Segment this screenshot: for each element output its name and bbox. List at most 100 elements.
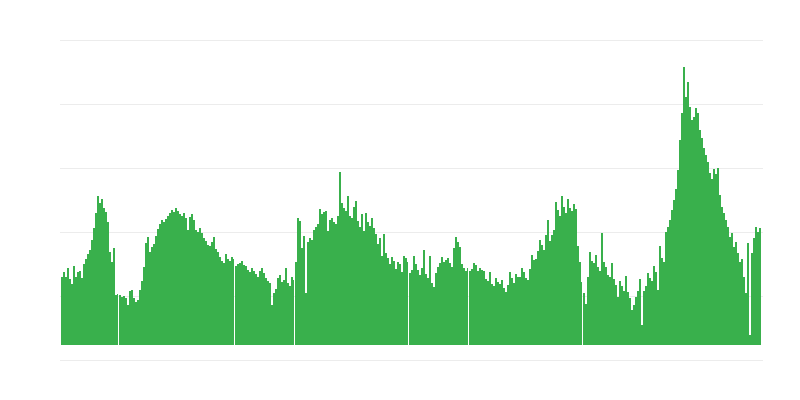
bar — [351, 218, 353, 345]
bar — [71, 284, 73, 345]
bar — [223, 263, 225, 345]
bar — [405, 258, 407, 345]
bar — [289, 286, 291, 345]
bar — [557, 210, 559, 345]
bar — [303, 236, 305, 345]
bar — [77, 272, 79, 345]
bar — [61, 277, 63, 345]
bar — [341, 203, 343, 345]
bar — [281, 282, 283, 345]
bar — [429, 256, 431, 345]
bar — [317, 224, 319, 345]
bar — [211, 242, 213, 345]
bar — [737, 253, 739, 345]
bar — [419, 275, 421, 345]
bar — [293, 280, 294, 345]
bar — [461, 264, 463, 345]
bar — [481, 270, 483, 345]
bar — [301, 248, 303, 345]
bar — [629, 298, 631, 345]
bar — [387, 258, 389, 345]
bar — [127, 305, 129, 345]
bar — [81, 278, 83, 345]
bar — [601, 233, 603, 345]
bar — [483, 271, 485, 345]
bar — [477, 271, 479, 345]
bar — [271, 305, 273, 345]
bar — [553, 230, 555, 345]
bar — [319, 209, 321, 345]
bar — [217, 252, 219, 345]
bar — [177, 211, 179, 345]
bar — [231, 257, 233, 345]
bar — [295, 262, 297, 345]
bar — [707, 162, 709, 345]
bar — [161, 220, 163, 345]
bar — [457, 242, 459, 345]
bar — [473, 263, 475, 345]
bar — [121, 297, 123, 345]
bar — [425, 274, 427, 345]
bar — [361, 214, 363, 345]
bar — [145, 243, 147, 345]
bar — [617, 297, 619, 345]
bar — [585, 304, 587, 345]
bar — [257, 277, 259, 345]
bar — [637, 291, 639, 345]
bar — [733, 247, 735, 345]
bar — [705, 155, 707, 345]
bar — [423, 250, 425, 345]
bar — [741, 259, 743, 345]
bar — [605, 267, 607, 345]
bar — [657, 290, 659, 345]
bar — [513, 283, 515, 345]
bar — [373, 228, 375, 345]
bar — [267, 281, 269, 345]
bar — [467, 268, 468, 345]
bar — [227, 259, 229, 345]
bar — [547, 220, 549, 345]
bar — [439, 263, 441, 345]
bar — [715, 174, 717, 345]
bar — [345, 211, 347, 345]
bar — [297, 218, 299, 345]
bar — [197, 232, 199, 345]
bar — [525, 278, 527, 345]
bar — [155, 236, 157, 345]
bar — [719, 195, 721, 345]
bar — [383, 234, 385, 345]
bar — [487, 281, 489, 345]
bar — [247, 270, 249, 345]
bar — [739, 262, 741, 345]
bar — [413, 256, 415, 345]
bar — [119, 295, 121, 345]
bar — [643, 291, 645, 345]
bar — [433, 287, 435, 345]
bar — [397, 262, 399, 345]
bar — [653, 266, 655, 345]
bar — [99, 203, 101, 345]
bar — [435, 273, 437, 345]
bar — [163, 222, 165, 345]
bar — [691, 120, 693, 345]
bar — [381, 256, 383, 345]
bar — [451, 267, 453, 345]
bar — [221, 261, 223, 345]
bar — [137, 300, 139, 345]
bar — [625, 276, 627, 345]
bar — [443, 262, 445, 345]
bar — [681, 113, 683, 345]
bar — [541, 245, 543, 345]
bar — [363, 231, 365, 345]
bar — [195, 230, 197, 345]
bar — [379, 238, 381, 345]
bar — [359, 227, 361, 345]
bar — [131, 290, 133, 345]
bar — [509, 272, 511, 345]
bar — [185, 218, 187, 345]
bar — [447, 258, 449, 345]
bar — [537, 251, 539, 345]
bar — [171, 210, 173, 345]
bar — [291, 277, 293, 345]
bar — [687, 82, 689, 345]
